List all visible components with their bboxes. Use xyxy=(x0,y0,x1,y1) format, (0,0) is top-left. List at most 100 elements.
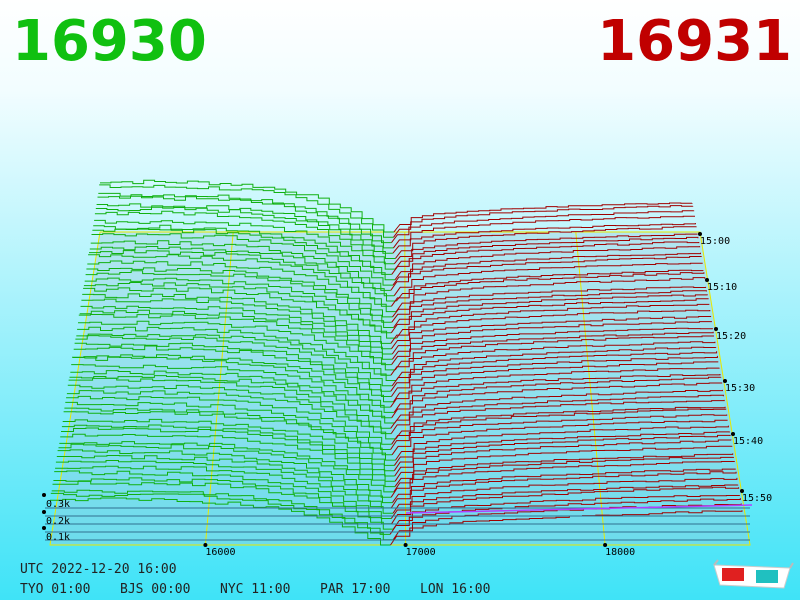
ask-depth-line xyxy=(390,355,718,392)
volume-label: 0.2k xyxy=(46,516,70,527)
bid-depth-line xyxy=(66,395,392,445)
bid-depth-line xyxy=(83,287,397,339)
ask-depth-line xyxy=(392,286,707,318)
ask-depth-line xyxy=(391,351,718,387)
ask-depth-line xyxy=(395,277,706,312)
bid-depth-line xyxy=(85,270,392,323)
ask-depth-line xyxy=(393,434,731,471)
bid-depth-line xyxy=(87,260,397,313)
price-grid-line xyxy=(404,231,407,546)
bid-depth-line xyxy=(80,305,393,355)
volume-label: 0.3k xyxy=(46,499,70,510)
price-label: 18000 xyxy=(605,547,635,558)
bid-depth-line xyxy=(75,335,393,387)
ask-depth-line xyxy=(396,269,704,302)
bid-depth-line xyxy=(53,477,392,525)
bid-depth-line xyxy=(91,233,393,286)
bid-depth-line xyxy=(59,441,395,488)
time-label: 15:00 xyxy=(700,236,730,247)
time-label: 15:50 xyxy=(742,493,772,504)
bid-depth-line xyxy=(60,433,396,482)
bid-depth-line xyxy=(78,320,396,371)
current-ask-line xyxy=(405,504,753,514)
ask-depth-line xyxy=(393,367,720,403)
bid-depth-line xyxy=(78,314,392,366)
time-label: 15:10 xyxy=(707,282,737,293)
bid-depth-line xyxy=(52,480,394,530)
ask-depth-line xyxy=(390,341,716,376)
price-label: 16000 xyxy=(205,547,235,558)
ask-depth-line xyxy=(391,486,740,525)
ask-depth-line xyxy=(393,294,708,328)
price-tick xyxy=(203,543,208,547)
bid-depth-line xyxy=(69,375,395,424)
ask-depth-line xyxy=(394,236,699,270)
bid-depth-line xyxy=(72,356,391,408)
time-label: 15:40 xyxy=(733,436,763,447)
bid-depth-line xyxy=(99,184,394,238)
bid-depth-line xyxy=(56,455,393,504)
bid-depth-line xyxy=(74,342,391,392)
time-tick xyxy=(705,278,709,282)
ask-depth-line xyxy=(390,414,728,450)
ask-depth-line xyxy=(394,445,733,482)
glasses-icon xyxy=(713,559,794,589)
bid-depth-line xyxy=(71,364,395,413)
ask-depth-line xyxy=(391,408,727,445)
ask-depth-line xyxy=(391,241,700,275)
ask-depth-line xyxy=(391,327,713,360)
ask-depth-line xyxy=(391,321,712,355)
volume-tick xyxy=(42,493,46,497)
bid-depth-line xyxy=(88,254,392,307)
bid-depth-line xyxy=(79,309,393,360)
ask-depth-line xyxy=(394,335,714,371)
ask-depth-line xyxy=(392,223,696,254)
ask-depth-line xyxy=(391,331,714,365)
depth-lines xyxy=(45,179,753,546)
ask-depth-line xyxy=(390,256,702,291)
floor-edge xyxy=(49,231,751,546)
bid-depth-line xyxy=(94,210,395,265)
bid-depth-line xyxy=(96,203,393,254)
time-tick xyxy=(731,432,735,436)
bid-depth-line xyxy=(81,298,392,350)
ask-depth-line xyxy=(394,389,723,424)
ask-depth-line xyxy=(392,252,701,286)
time-tick xyxy=(714,327,718,331)
ask-depth-line xyxy=(395,346,717,381)
price-tick xyxy=(403,543,408,547)
ask-depth-line xyxy=(394,439,732,477)
ask-depth-line xyxy=(393,205,694,238)
bid-depth-line xyxy=(98,192,392,244)
time-tick xyxy=(740,489,744,493)
bid-depth-line xyxy=(61,424,395,472)
bid-depth-line xyxy=(66,390,396,440)
bid-depth-line xyxy=(82,293,391,344)
bid-depth-line xyxy=(100,179,394,233)
ask-depth-line xyxy=(393,456,734,493)
ask-depth-line xyxy=(392,477,738,514)
time-tick xyxy=(698,232,702,236)
time-label: 15:20 xyxy=(716,331,746,342)
time-label: 15:30 xyxy=(725,383,755,394)
price-grid-line xyxy=(575,231,606,546)
ask-depth-line xyxy=(393,233,698,265)
bid-depth-line xyxy=(62,418,395,466)
bid-depth-line xyxy=(61,427,395,477)
ask-depth-line xyxy=(395,226,697,259)
ask-depth-line xyxy=(390,399,725,434)
clock: TYO 01:00 xyxy=(20,582,90,597)
clock: LON 16:00 xyxy=(420,582,490,597)
ask-depth-line xyxy=(391,210,695,243)
time-tick xyxy=(723,379,727,383)
ask-depth-line xyxy=(390,374,721,408)
volume-tick xyxy=(42,510,46,514)
bid-depth-line xyxy=(76,333,397,381)
utc-time: UTC 2022-12-20 16:00 xyxy=(20,562,177,577)
ask-depth-line xyxy=(391,316,712,349)
ask-depth-line xyxy=(390,461,735,498)
price-tick xyxy=(603,543,608,547)
ask-depth-line xyxy=(395,406,726,440)
